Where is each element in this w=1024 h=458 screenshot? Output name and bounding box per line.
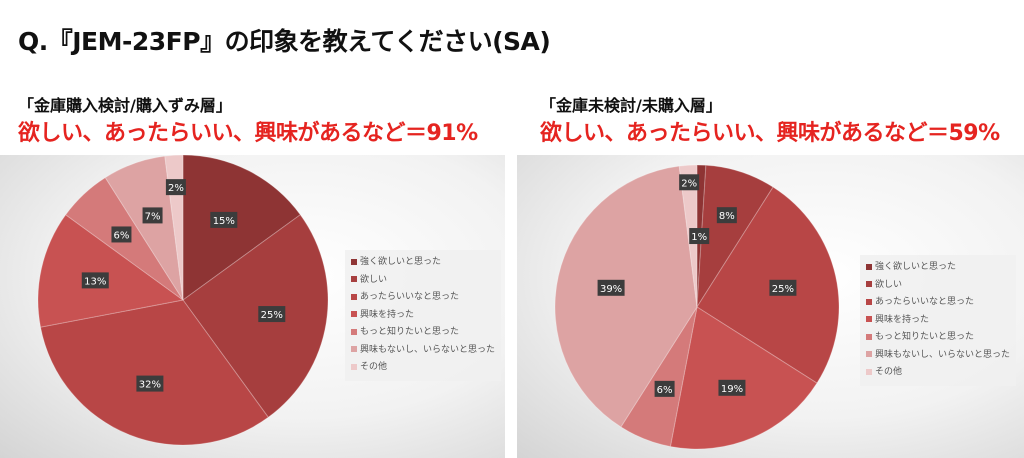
- data-label-bg: [654, 380, 675, 397]
- pie-slice: [678, 164, 698, 308]
- legend-swatch: [351, 346, 357, 352]
- legend-item: 欲しい: [866, 277, 1010, 295]
- legend-label: その他: [360, 362, 388, 372]
- legend-item: 強く欲しいと思った: [351, 254, 495, 272]
- legend-item: あったらいいなと思った: [866, 294, 1010, 312]
- headline-right: 欲しい、あったらいい、興味があるなど＝59%: [540, 121, 1000, 146]
- legend-label: あったらいいなと思った: [875, 297, 975, 307]
- legend-label: 欲しい: [875, 279, 903, 290]
- data-label-bg: [679, 174, 700, 191]
- legend-swatch: [866, 263, 872, 270]
- data-label-bg: [165, 179, 186, 196]
- data-label: 2%: [168, 183, 184, 194]
- legend-left: 強く欲しいと思った 欲しいあったらいいなと思った 興味を持ったもっと知りたいと思った…: [345, 250, 502, 381]
- legend-swatch: [866, 281, 872, 287]
- legend-label: もっと知りたいと思った: [875, 332, 975, 342]
- legend-swatch: [866, 351, 872, 357]
- legend-swatch: [866, 316, 872, 322]
- legend-item: もっと知りたいと思った: [351, 324, 495, 342]
- pie-slice: [696, 186, 840, 384]
- legend-swatch: [351, 258, 357, 265]
- headline-left: 欲しい、あったらいい、興味があるなど＝91%: [18, 121, 478, 146]
- legend-item: その他: [351, 359, 495, 377]
- chart-panel-left: 15% 25% 32% 13% 6% 7% 2% 強く欲しいと思った 欲しいあったらいいなと思…: [0, 155, 505, 458]
- segment-label-left: 「金庫購入検討/購入ずみ層」: [18, 96, 232, 115]
- data-label-bg: [716, 207, 737, 224]
- chart-panel-right: 1% 8% 25% 19% 6% 39% 2% 強く欲しいと思った 欲しいあったらいいなと思っ…: [517, 155, 1024, 458]
- data-label-bg: [142, 207, 163, 224]
- legend-label: その他: [875, 367, 903, 377]
- legend-item: もっと知りたいと思った: [866, 329, 1010, 347]
- legend-label: 興味もないし、いらないと思った: [875, 349, 1011, 360]
- data-label: 1%: [691, 232, 707, 243]
- data-label-bg: [81, 272, 109, 289]
- legend-item: あったらいいなと思った: [351, 289, 495, 307]
- legend-swatch: [866, 333, 872, 340]
- legend-label: 興味を持った: [875, 314, 930, 325]
- data-label-bg: [689, 228, 710, 245]
- data-label: 25%: [772, 284, 794, 295]
- legend-item: 興味を持った: [351, 307, 495, 325]
- data-label: 39%: [600, 284, 622, 295]
- data-label: 8%: [719, 211, 735, 222]
- legend-swatch: [351, 276, 357, 282]
- legend-item: 欲しい: [351, 272, 495, 290]
- legend-label: 強く欲しいと思った: [875, 262, 957, 272]
- legend-label: あったらいいなと思った: [360, 292, 460, 302]
- legend-label: 興味もないし、いらないと思った: [360, 344, 496, 355]
- pie-slice: [39, 299, 269, 446]
- data-label: 25%: [261, 310, 283, 321]
- legend-swatch: [351, 328, 357, 335]
- data-label-bg: [136, 375, 164, 392]
- data-label-bg: [258, 306, 286, 323]
- data-label-bg: [210, 211, 238, 228]
- pie-chart-left: 15% 25% 32% 13% 6% 7% 2%: [37, 155, 329, 446]
- legend-item: その他: [866, 364, 1010, 382]
- data-label: 2%: [681, 178, 697, 189]
- data-label-bg: [718, 379, 746, 396]
- legend-label: 欲しい: [360, 274, 388, 285]
- legend-swatch: [351, 293, 357, 300]
- pie-slice: [554, 165, 698, 428]
- legend-item: 興味を持った: [866, 312, 1010, 330]
- legend-swatch: [866, 368, 872, 375]
- data-label: 6%: [657, 385, 673, 396]
- pie-slice: [696, 164, 774, 308]
- data-label-bg: [597, 279, 625, 296]
- pie-slice: [182, 214, 329, 419]
- data-label: 6%: [114, 230, 130, 241]
- segment-label-right: 「金庫未検討/未購入層」: [540, 96, 722, 115]
- pie-slice: [620, 306, 698, 448]
- pie-slice: [37, 214, 185, 328]
- legend-swatch: [351, 363, 357, 370]
- legend-label: 強く欲しいと思った: [360, 257, 442, 267]
- legend-item: 興味もないし、いらないと思った: [351, 342, 495, 360]
- data-label: 32%: [139, 380, 161, 391]
- data-label: 19%: [721, 384, 743, 395]
- legend-right: 強く欲しいと思った 欲しいあったらいいなと思った 興味を持ったもっと知りたいと思った…: [860, 255, 1017, 386]
- legend-item: 強く欲しいと思った: [866, 259, 1010, 277]
- data-label-bg: [111, 226, 132, 243]
- pie-slice: [669, 306, 818, 450]
- legend-label: 興味を持った: [360, 309, 415, 320]
- data-label-bg: [769, 279, 797, 296]
- pie-chart-right: 1% 8% 25% 19% 6% 39% 2%: [554, 164, 840, 450]
- data-label: 7%: [145, 211, 161, 222]
- data-label: 13%: [84, 276, 106, 287]
- page-title: Q.『JEM-23FP』の印象を教えてください(SA): [18, 27, 551, 56]
- legend-item: 興味もないし、いらないと思った: [866, 347, 1010, 365]
- legend-label: もっと知りたいと思った: [360, 327, 460, 337]
- data-label: 15%: [213, 216, 235, 227]
- legend-swatch: [351, 311, 357, 317]
- pie-slice: [104, 155, 184, 301]
- pie-slice: [182, 155, 302, 301]
- legend-swatch: [866, 298, 872, 305]
